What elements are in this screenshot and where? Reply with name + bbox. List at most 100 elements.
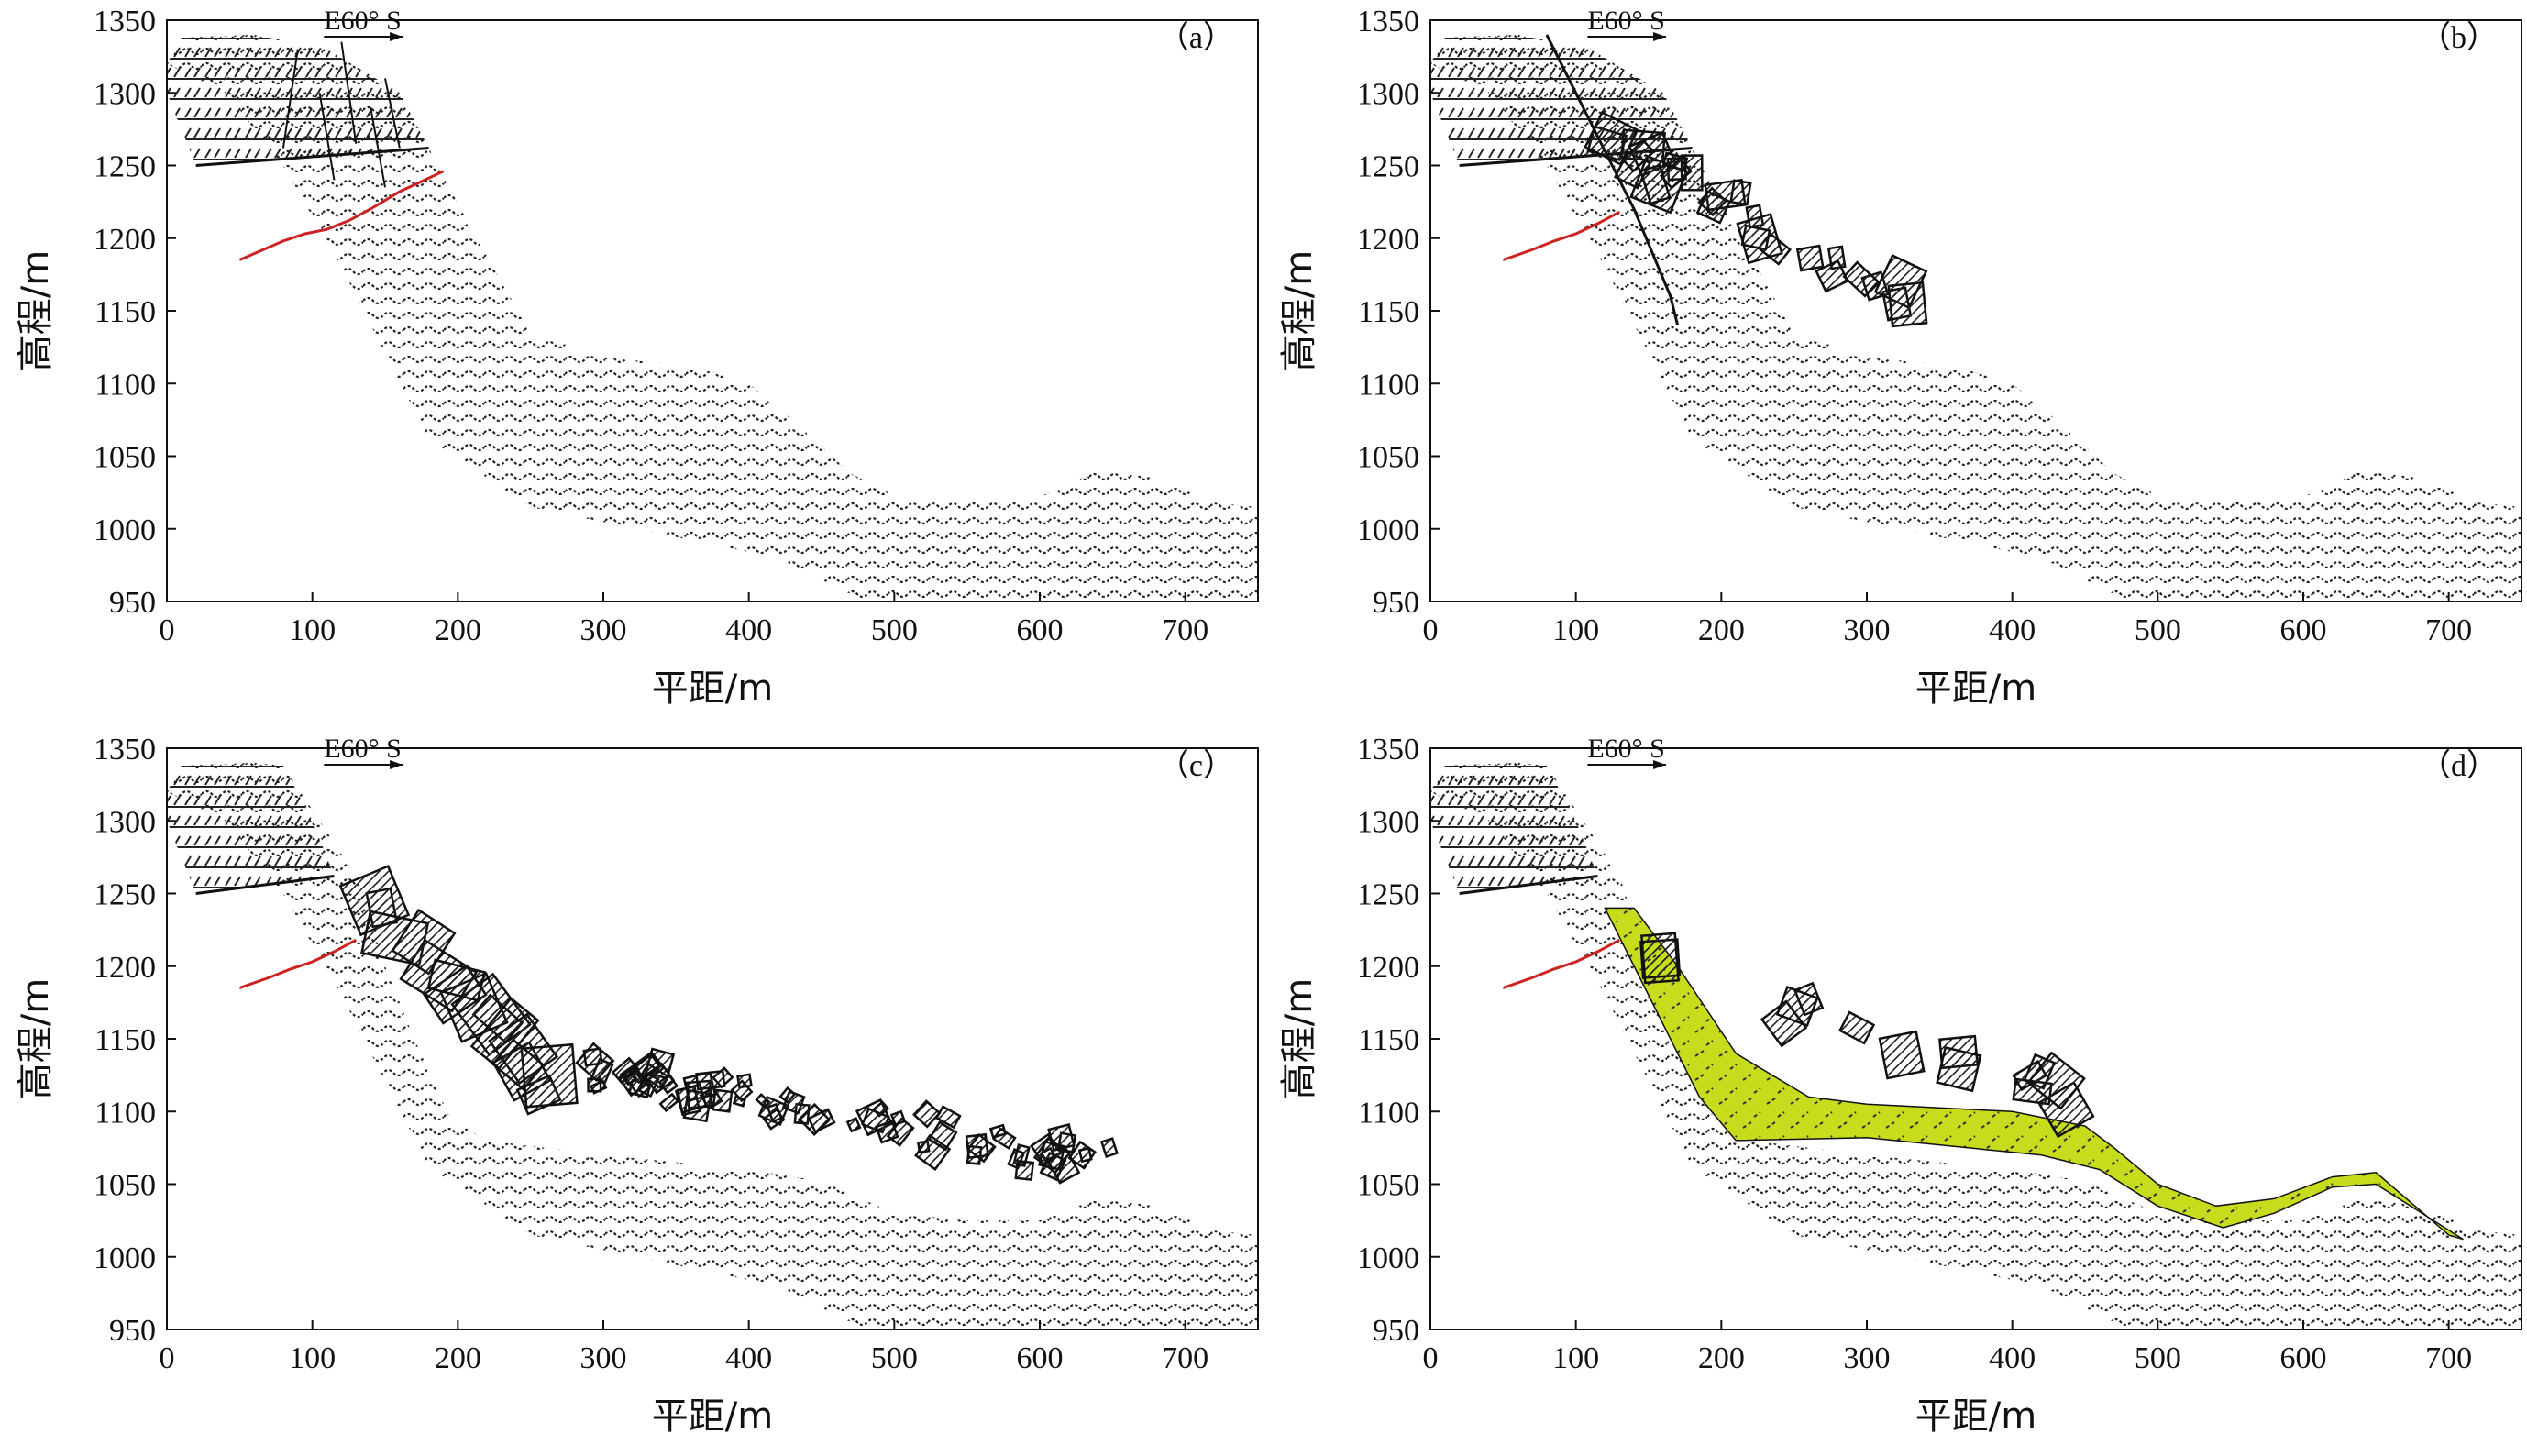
panel-a: 0 100 200 300 400 500 600 700 950 1000 1050 1100 115… xyxy=(0,0,1264,728)
rock-block xyxy=(1878,1030,1926,1080)
profile-diagram-b: 0 100 200 300 400 500 600 700 950 1000 1050 1100 115… xyxy=(1278,5,2522,710)
x-tick-label: 0 xyxy=(1423,613,1439,647)
slip-surface-line xyxy=(1545,34,1680,326)
caprock-layer xyxy=(167,34,429,166)
rock-block xyxy=(590,1057,614,1086)
x-tick-label: 200 xyxy=(435,1341,481,1375)
rock-block xyxy=(1099,1137,1119,1158)
x-tick-label: 100 xyxy=(1552,1341,1599,1375)
x-tick-label: 300 xyxy=(1844,1341,1891,1375)
x-tick-label: 400 xyxy=(1989,1341,2036,1375)
bedrock-layer xyxy=(167,34,1258,601)
direction-label: E60° S xyxy=(1587,734,1665,764)
x-tick-label: 600 xyxy=(2280,1341,2327,1375)
rock-block xyxy=(778,1086,797,1105)
y-tick-label: 1300 xyxy=(1357,77,1419,111)
direction-label: E60° S xyxy=(324,734,402,764)
direction-indicator: E60° S xyxy=(324,6,403,41)
direction-indicator: E60° S xyxy=(1587,6,1667,41)
y-tick-label: 950 xyxy=(109,586,156,620)
y-tick-label: 1150 xyxy=(1358,295,1419,329)
x-tick-label: 100 xyxy=(1552,613,1599,647)
rock-block xyxy=(643,1062,676,1095)
x-tick-label: 500 xyxy=(2135,613,2181,647)
rock-block xyxy=(965,1132,989,1159)
axes: 0 100 200 300 400 500 600 700 950 1000 1050 1100 115… xyxy=(1278,733,2522,1438)
y-tick-label: 1150 xyxy=(1358,1023,1419,1057)
y-tick-label: 1050 xyxy=(1357,1169,1419,1203)
y-tick-label: 1350 xyxy=(94,733,156,767)
crack-line xyxy=(384,78,401,149)
y-tick-label: 1200 xyxy=(94,223,156,257)
rock-block xyxy=(1842,260,1881,298)
rock-block xyxy=(755,1093,771,1109)
profile-diagram-d: 0 100 200 300 400 500 600 700 950 1000 1050 1100 115… xyxy=(1278,733,2522,1438)
y-tick-label: 1200 xyxy=(1357,951,1419,985)
panel-label: （c） xyxy=(1158,748,1234,783)
rock-block xyxy=(1661,151,1689,172)
rock-block xyxy=(1775,985,1819,1028)
rock-block xyxy=(845,1116,862,1133)
x-tick-label: 0 xyxy=(160,613,175,647)
profile-diagram-a: 0 100 200 300 400 500 600 700 950 1000 1050 1100 115… xyxy=(15,5,1259,710)
x-tick-label: 200 xyxy=(1698,613,1745,647)
rock-block xyxy=(1838,1010,1876,1045)
axes: 0 100 200 300 400 500 600 700 950 1000 1050 1100 115… xyxy=(15,733,1259,1438)
rock-block xyxy=(1014,1159,1035,1181)
crack-line xyxy=(370,106,386,188)
panel-label: （a） xyxy=(1158,20,1234,55)
x-tick-label: 400 xyxy=(725,1341,772,1375)
weak-interlayer-line xyxy=(238,170,445,261)
y-tick-label: 950 xyxy=(1373,1314,1419,1348)
y-tick-label: 1000 xyxy=(94,513,156,547)
y-tick-label: 1050 xyxy=(94,441,156,475)
rock-block xyxy=(916,1140,931,1154)
y-tick-label: 1150 xyxy=(94,295,156,329)
panel-b: 0 100 200 300 400 500 600 700 950 1000 1050 1100 115… xyxy=(1264,0,2527,728)
x-tick-label: 300 xyxy=(580,613,627,647)
y-tick-label: 1100 xyxy=(94,1096,156,1130)
rock-block xyxy=(469,997,540,1071)
rock-block xyxy=(798,1102,832,1136)
x-tick-label: 300 xyxy=(580,1341,627,1375)
rock-block xyxy=(1936,1045,1982,1093)
x-tick-label: 500 xyxy=(2135,1341,2181,1375)
crack-line xyxy=(340,41,358,144)
crack-line xyxy=(281,49,299,149)
x-tick-label: 700 xyxy=(1162,1341,1208,1375)
rock-block xyxy=(1815,259,1849,293)
layer-boundary xyxy=(1459,875,1598,895)
direction-indicator: E60° S xyxy=(1587,734,1667,769)
y-tick-label: 950 xyxy=(109,1314,156,1348)
landslide-deposit xyxy=(1604,907,2464,1241)
caprock-layer xyxy=(167,762,335,894)
rock-block xyxy=(1640,932,1680,985)
y-tick-label: 1250 xyxy=(94,878,156,912)
rock-block xyxy=(391,908,457,976)
y-tick-label: 1100 xyxy=(1358,1096,1419,1130)
direction-indicator: E60° S xyxy=(324,734,403,769)
x-tick-label: 100 xyxy=(289,1341,336,1375)
x-tick-label: 0 xyxy=(160,1341,175,1375)
axes: 0 100 200 300 400 500 600 700 950 1000 1050 1100 115… xyxy=(1278,5,2522,710)
x-tick-label: 700 xyxy=(2425,613,2472,647)
rock-block xyxy=(582,1047,603,1067)
rock-block xyxy=(934,1105,962,1130)
rock-block xyxy=(617,1064,649,1098)
weak-interlayer-line xyxy=(1502,938,1621,989)
y-tick-label: 1200 xyxy=(94,951,156,985)
panel-label: （d） xyxy=(2420,748,2498,783)
rock-block xyxy=(1795,244,1825,272)
rock-block xyxy=(1740,224,1771,251)
y-tick-label: 950 xyxy=(1373,586,1419,620)
rock-block xyxy=(992,1127,1017,1150)
x-tick-label: 400 xyxy=(725,613,772,647)
y-axis-label: 高程/m xyxy=(1278,978,1320,1099)
x-axis-label: 平距/m xyxy=(652,1395,773,1438)
x-axis-label: 平距/m xyxy=(1915,667,2036,710)
x-tick-label: 700 xyxy=(2425,1341,2472,1375)
y-tick-label: 1100 xyxy=(94,368,156,402)
bedrock-layer xyxy=(167,762,1258,1329)
y-axis-label: 高程/m xyxy=(15,978,57,1099)
x-axis-label: 平距/m xyxy=(652,667,773,710)
